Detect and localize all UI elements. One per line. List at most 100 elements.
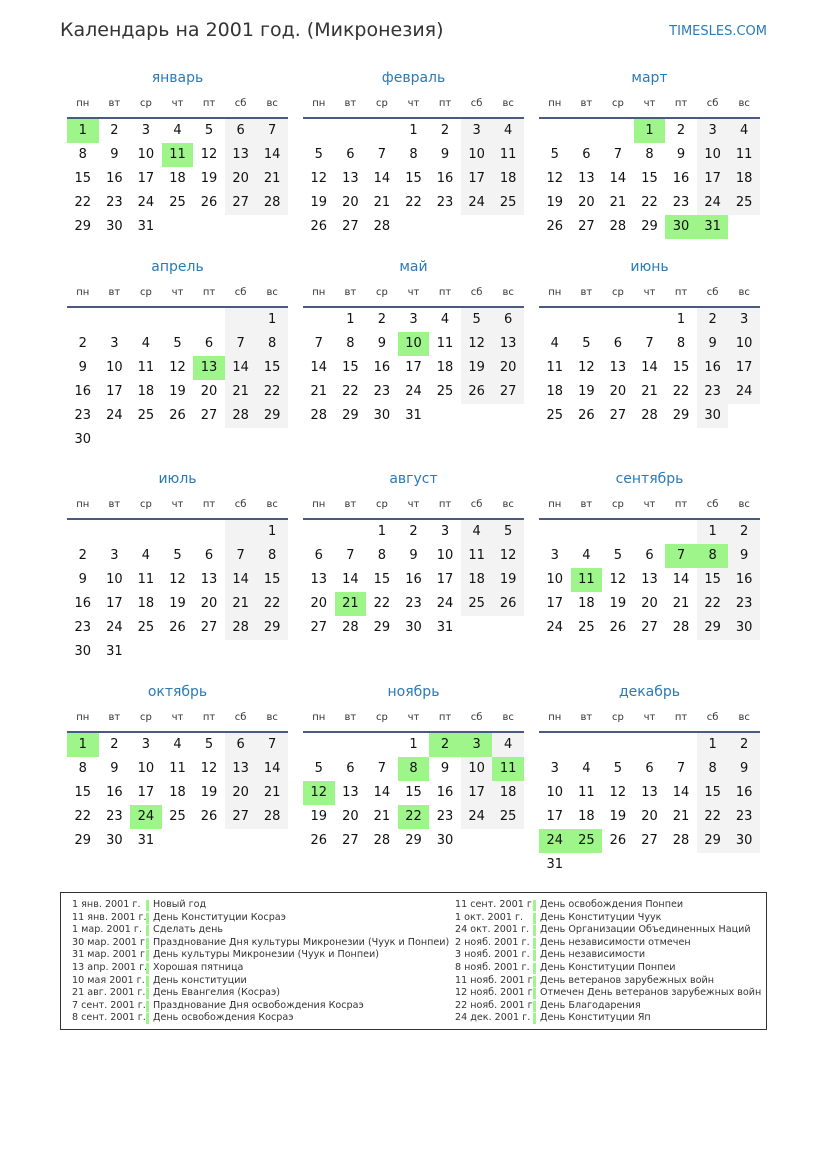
day-cell[interactable]: 21 <box>310 384 328 399</box>
day-cell[interactable]: 15 <box>672 360 690 375</box>
day-cell[interactable]: 13 <box>492 332 524 356</box>
day-cell[interactable]: 3 <box>696 119 729 143</box>
day-cell[interactable]: 1 <box>346 312 355 327</box>
day-cell[interactable]: 25 <box>578 620 595 635</box>
day-cell[interactable]: 14 <box>342 572 359 587</box>
day-cell[interactable]: 14 <box>641 360 658 375</box>
day-cell[interactable]: 16 <box>696 356 729 380</box>
day-cell[interactable]: 18 <box>169 171 186 186</box>
day-cell[interactable]: 24 <box>106 408 123 423</box>
day-cell[interactable]: 20 <box>200 596 218 611</box>
day-cell[interactable]: 29 <box>672 408 690 423</box>
day-cell[interactable]: 26 <box>460 380 493 404</box>
day-cell[interactable]: 19 <box>609 809 627 824</box>
day-cell[interactable]: 21 <box>641 384 658 399</box>
day-cell[interactable]: 16 <box>672 171 690 186</box>
day-cell[interactable]: 18 <box>460 568 493 592</box>
day-cell[interactable]: 1 <box>676 312 686 327</box>
day-cell[interactable]: 1 <box>696 733 729 757</box>
day-cell[interactable]: 6 <box>645 761 654 776</box>
day-cell[interactable]: 30 <box>728 616 760 640</box>
day-cell[interactable]: 6 <box>582 147 591 162</box>
day-cell[interactable]: 1 <box>256 520 288 544</box>
day-cell[interactable]: 27 <box>492 380 524 404</box>
day-cell[interactable]: 1 <box>409 737 418 752</box>
day-cell[interactable]: 25 <box>546 408 564 423</box>
day-cell[interactable]: 6 <box>346 761 355 776</box>
day-cell[interactable]: 1 <box>409 123 418 138</box>
day-cell[interactable]: 9 <box>440 761 450 776</box>
day-cell[interactable]: 17 <box>546 809 564 824</box>
day-cell[interactable]: 7 <box>346 548 355 563</box>
day-cell[interactable]: 9 <box>728 544 760 568</box>
day-cell[interactable]: 1 <box>633 119 666 143</box>
day-cell[interactable]: 14 <box>373 171 391 186</box>
day-cell[interactable]: 6 <box>224 733 257 757</box>
day-cell[interactable]: 21 <box>672 596 690 611</box>
day-cell[interactable]: 10 <box>106 360 123 375</box>
day-cell[interactable]: 9 <box>78 360 87 375</box>
day-cell[interactable]: 23 <box>106 195 123 210</box>
day-cell[interactable]: 9 <box>377 336 387 351</box>
day-cell[interactable]: 17 <box>460 781 493 805</box>
day-cell[interactable]: 29 <box>74 833 92 848</box>
day-cell[interactable]: 25 <box>169 195 186 210</box>
day-cell[interactable]: 8 <box>256 332 288 356</box>
day-cell[interactable]: 27 <box>224 805 257 829</box>
day-cell[interactable]: 1 <box>67 733 99 757</box>
day-cell[interactable]: 11 <box>161 143 194 167</box>
day-cell[interactable]: 5 <box>550 147 559 162</box>
day-cell[interactable]: 11 <box>492 143 524 167</box>
day-cell[interactable]: 3 <box>550 761 559 776</box>
day-cell[interactable]: 19 <box>200 785 218 800</box>
day-cell[interactable]: 4 <box>141 336 151 351</box>
day-cell[interactable]: 27 <box>641 833 658 848</box>
day-cell[interactable]: 4 <box>550 336 559 351</box>
day-cell[interactable]: 24 <box>130 805 162 829</box>
day-cell[interactable]: 26 <box>169 620 186 635</box>
day-cell[interactable]: 16 <box>436 785 454 800</box>
day-cell[interactable]: 22 <box>696 592 729 616</box>
day-cell[interactable]: 12 <box>492 544 524 568</box>
day-cell[interactable]: 13 <box>224 143 257 167</box>
day-cell[interactable]: 4 <box>582 548 591 563</box>
day-cell[interactable]: 17 <box>106 596 123 611</box>
day-cell[interactable]: 5 <box>582 336 591 351</box>
day-cell[interactable]: 17 <box>696 167 729 191</box>
day-cell[interactable]: 22 <box>74 809 92 824</box>
day-cell[interactable]: 15 <box>405 171 422 186</box>
day-cell[interactable]: 7 <box>256 119 288 143</box>
day-cell[interactable]: 6 <box>645 548 654 563</box>
day-cell[interactable]: 10 <box>460 143 493 167</box>
day-cell[interactable]: 26 <box>169 408 186 423</box>
day-cell[interactable]: 8 <box>696 544 729 568</box>
day-cell[interactable]: 2 <box>676 123 686 138</box>
day-cell[interactable]: 30 <box>436 833 454 848</box>
day-cell[interactable]: 28 <box>672 620 690 635</box>
day-cell[interactable]: 3 <box>550 548 559 563</box>
day-cell[interactable]: 31 <box>696 215 729 239</box>
day-cell[interactable]: 18 <box>137 384 155 399</box>
day-cell[interactable]: 2 <box>696 308 729 332</box>
day-cell[interactable]: 4 <box>492 119 524 143</box>
day-cell[interactable]: 26 <box>578 408 595 423</box>
day-cell[interactable]: 18 <box>169 785 186 800</box>
day-cell[interactable]: 25 <box>436 384 454 399</box>
day-cell[interactable]: 24 <box>728 380 760 404</box>
day-cell[interactable]: 19 <box>578 384 595 399</box>
day-cell[interactable]: 1 <box>377 524 387 539</box>
day-cell[interactable]: 19 <box>609 596 627 611</box>
day-cell[interactable]: 28 <box>373 219 391 234</box>
day-cell[interactable]: 12 <box>609 785 627 800</box>
day-cell[interactable]: 17 <box>405 360 422 375</box>
day-cell[interactable]: 31 <box>405 408 422 423</box>
day-cell[interactable]: 8 <box>256 544 288 568</box>
day-cell[interactable]: 2 <box>110 123 119 138</box>
day-cell[interactable]: 14 <box>224 568 257 592</box>
day-cell[interactable]: 19 <box>169 384 186 399</box>
day-cell[interactable]: 12 <box>546 171 564 186</box>
day-cell[interactable]: 16 <box>405 572 422 587</box>
day-cell[interactable]: 19 <box>169 596 186 611</box>
day-cell[interactable]: 24 <box>137 195 155 210</box>
day-cell[interactable]: 27 <box>224 191 257 215</box>
